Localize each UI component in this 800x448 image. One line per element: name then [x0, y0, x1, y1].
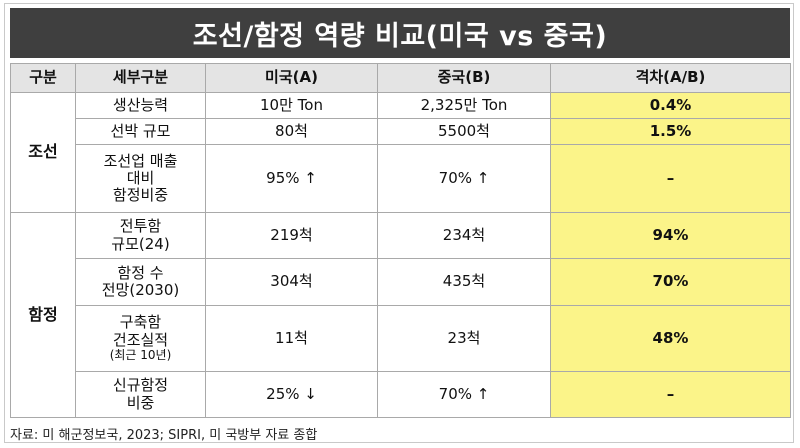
row-gap-value: 48% [550, 305, 791, 372]
row-us-value: 304척 [205, 258, 378, 306]
row-us-value: 25% ↓ [205, 371, 378, 418]
row-china-value: 70% ↑ [377, 371, 551, 418]
row-china-value: 2,325만 Ton [377, 92, 551, 119]
row-sub: 구축함 건조실적 (최근 10년) [75, 305, 206, 372]
header-group: 구분 [10, 63, 76, 93]
row-sub: 선박 규모 [75, 118, 206, 145]
row-china-value: 23척 [377, 305, 551, 372]
row-china-value: 5500척 [377, 118, 551, 145]
row-sub-line2: 비중 [126, 393, 155, 412]
table-header-row: 구분 세부구분 미국(A) 중국(B) 격차(A/B) [10, 63, 791, 93]
group-naval: 함정 [10, 212, 76, 418]
row-us-value: 11척 [205, 305, 378, 372]
row-sub-line1: 조선업 매출 [103, 151, 178, 170]
row-sub-line1: 신규함정 [112, 376, 169, 395]
row-sub: 신규함정 비중 [75, 371, 206, 418]
table-row: 조선업 매출 대비 함정비중 95% ↑ 70% ↑ – [11, 144, 791, 213]
row-china-value: 435척 [377, 258, 551, 306]
table-row: 조선 생산능력 10만 Ton 2,325만 Ton 0.4% [10, 92, 791, 213]
row-sub-line2: 규모(24) [111, 234, 170, 253]
row-us-value: 10만 Ton [205, 92, 378, 119]
row-china-value: 70% ↑ [377, 144, 551, 213]
row-us-value: 219척 [205, 212, 378, 259]
source-note: 자료: 미 해군정보국, 2023; SIPRI, 미 국방부 자료 종합 [10, 428, 318, 443]
row-sub-line1: 구축함 [119, 313, 162, 332]
row-gap-value: – [550, 371, 791, 418]
row-gap-value: 0.4% [550, 92, 791, 119]
table-row: 구축함 건조실적 (최근 10년) 11척 23척 48% [11, 305, 791, 372]
row-sub-line3: (최근 10년) [109, 347, 172, 362]
row-sub: 생산능력 [75, 92, 206, 119]
row-gap-value: 94% [550, 212, 791, 259]
row-sub-line1: 전투함 [119, 217, 162, 236]
row-sub-line2: 건조실적 [112, 330, 169, 349]
row-gap-value: – [550, 144, 791, 213]
header-gap: 격차(A/B) [550, 63, 791, 93]
header-subcategory: 세부구분 [75, 63, 206, 93]
row-gap-value: 70% [550, 258, 791, 306]
row-china-value: 234척 [377, 212, 551, 259]
row-gap-value: 1.5% [550, 118, 791, 145]
table-row: 함정 전투함 규모(24) 219척 234척 94% [10, 212, 791, 418]
header-us: 미국(A) [205, 63, 378, 93]
group-shipbuilding: 조선 [10, 92, 76, 213]
header-china: 중국(B) [377, 63, 551, 93]
row-sub: 함정 수 전망(2030) [75, 258, 206, 306]
row-sub: 조선업 매출 대비 함정비중 [75, 144, 206, 213]
row-us-value: 95% ↑ [205, 144, 378, 213]
row-sub-line1: 함정 수 [117, 263, 164, 282]
row-us-value: 80척 [205, 118, 378, 145]
row-sub-line3: 함정비중 [112, 186, 169, 205]
row-sub-line2: 전망(2030) [101, 281, 180, 299]
row-sub: 전투함 규모(24) [75, 212, 206, 259]
table-row: 선박 규모 80척 5500척 1.5% [11, 118, 791, 145]
table-row: 함정 수 전망(2030) 304척 435척 70% [11, 258, 791, 306]
row-sub-line2: 대비 [126, 168, 155, 187]
comparison-table: 구분 세부구분 미국(A) 중국(B) 격차(A/B) 조선 생산능력 10만 … [10, 63, 791, 418]
page-title: 조선/함정 역량 비교(미국 vs 중국) [10, 8, 790, 58]
table-row: 신규함정 비중 25% ↓ 70% ↑ – [11, 371, 791, 418]
